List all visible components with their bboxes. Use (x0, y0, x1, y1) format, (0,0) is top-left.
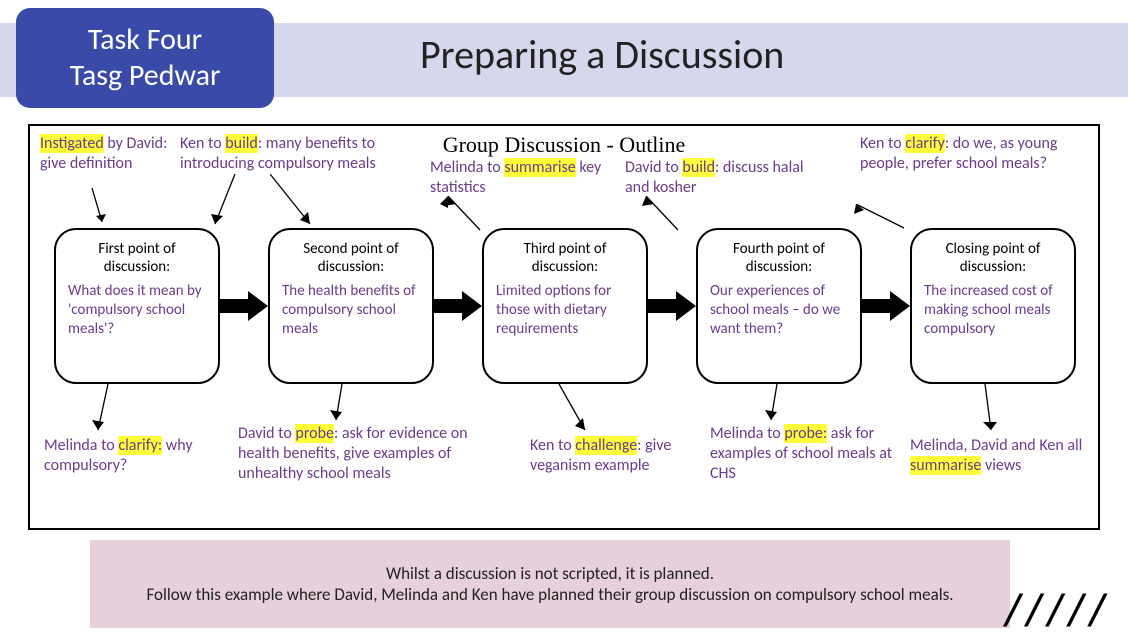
note-top-4: David to build: discuss halal and kosher (625, 158, 815, 198)
task-badge-line2: Tasg Pedwar (70, 58, 221, 94)
note-bottom-3: Ken to challenge: give veganism example (530, 436, 700, 476)
note-bottom-1: Melinda to clarify: why compulsory? (44, 436, 194, 476)
card-1: First point of discussion: What does it … (54, 228, 220, 384)
card-5-title: Closing point of discussion: (924, 240, 1062, 276)
note-bottom-5: Melinda, David and Ken all summarise vie… (910, 436, 1100, 476)
pointer-top-3 (440, 196, 490, 236)
footer-text: Whilst a discussion is not scripted, it … (146, 563, 953, 605)
task-badge-line1: Task Four (88, 22, 202, 58)
card-4-body: Our experiences of school meals – do we … (710, 282, 848, 338)
card-1-body: What does it mean by 'compulsory school … (68, 282, 206, 338)
card-5-body: The increased cost of making school meal… (924, 282, 1062, 338)
pointer-top-2a (205, 174, 275, 234)
note-top-5: Ken to clarify: do we, as young people, … (860, 134, 1060, 174)
card-3-body: Limited options for those with dietary r… (496, 282, 634, 338)
pointer-bot-2 (330, 384, 360, 426)
corner-hash-icon: ///// (1003, 587, 1108, 633)
flow-arrow-1 (220, 291, 268, 321)
pointer-top-1 (82, 188, 112, 228)
note-top-3: Melinda to summarise key statistics (430, 158, 610, 198)
note-top-1: Instigated by David: give definition (40, 134, 170, 174)
note-bottom-4: Melinda to probe: ask for examples of sc… (710, 424, 900, 484)
flow-arrow-4 (862, 291, 910, 321)
card-4: Fourth point of discussion: Our experien… (696, 228, 862, 384)
pointer-bot-1 (90, 384, 120, 436)
card-1-title: First point of discussion: (68, 240, 206, 276)
pointer-top-4 (638, 196, 688, 236)
card-3: Third point of discussion: Limited optio… (482, 228, 648, 384)
footer-note: Whilst a discussion is not scripted, it … (90, 540, 1010, 628)
page-title: Preparing a Discussion (420, 30, 784, 79)
card-4-title: Fourth point of discussion: (710, 240, 848, 276)
pointer-bot-4 (765, 384, 795, 426)
card-3-title: Third point of discussion: (496, 240, 634, 276)
card-5: Closing point of discussion: The increas… (910, 228, 1076, 384)
pointer-bot-5 (975, 384, 1005, 436)
note-bottom-2: David to probe: ask for evidence on heal… (238, 424, 498, 484)
diagram-box: Group Discussion - Outline Instigated by… (28, 124, 1100, 530)
card-2-title: Second point of discussion: (282, 240, 420, 276)
note-top-2: Ken to build: many benefits to introduci… (180, 134, 410, 174)
task-badge: Task Four Tasg Pedwar (16, 8, 274, 108)
pointer-bot-3 (555, 384, 595, 436)
flow-arrow-3 (648, 291, 696, 321)
pointer-top-2b (270, 174, 340, 234)
card-2-body: The health benefits of compulsory school… (282, 282, 420, 338)
pointer-top-5 (850, 204, 910, 234)
flow-arrow-2 (434, 291, 482, 321)
card-2: Second point of discussion: The health b… (268, 228, 434, 384)
